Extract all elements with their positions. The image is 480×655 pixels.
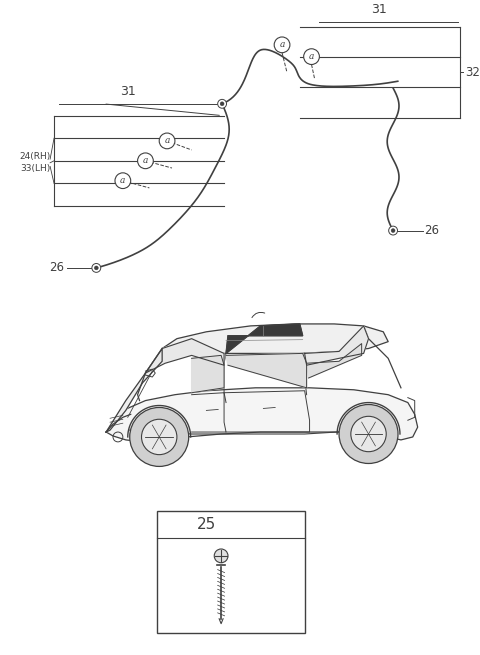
Circle shape [351, 417, 386, 452]
Circle shape [92, 263, 101, 272]
Circle shape [220, 102, 224, 105]
Polygon shape [162, 324, 388, 354]
Text: a: a [309, 52, 314, 61]
Text: 31: 31 [372, 3, 387, 16]
Text: a: a [164, 136, 170, 145]
Text: 26: 26 [49, 261, 64, 274]
Circle shape [115, 173, 131, 189]
Text: 25: 25 [196, 517, 216, 532]
Circle shape [274, 37, 290, 52]
Polygon shape [192, 356, 224, 393]
Text: a: a [143, 157, 148, 165]
Polygon shape [226, 354, 307, 388]
Polygon shape [226, 324, 303, 354]
Polygon shape [307, 344, 361, 378]
Circle shape [95, 266, 98, 270]
Circle shape [214, 549, 228, 563]
Circle shape [142, 419, 177, 455]
Text: 24(RH)
33(LH): 24(RH) 33(LH) [19, 153, 50, 173]
Circle shape [130, 407, 189, 466]
Circle shape [339, 405, 398, 464]
Circle shape [217, 100, 227, 108]
Polygon shape [106, 388, 418, 442]
Text: 32: 32 [465, 66, 480, 79]
Circle shape [159, 133, 175, 149]
Polygon shape [106, 348, 162, 432]
Text: a: a [279, 41, 285, 49]
Circle shape [391, 229, 395, 233]
Polygon shape [145, 339, 224, 373]
FancyBboxPatch shape [157, 511, 305, 633]
Circle shape [304, 48, 319, 64]
Text: 31: 31 [120, 85, 136, 98]
Polygon shape [305, 326, 369, 365]
Text: 26: 26 [424, 224, 440, 237]
Circle shape [389, 226, 397, 235]
Text: a: a [172, 520, 178, 529]
Circle shape [167, 517, 183, 533]
Circle shape [138, 153, 153, 168]
Text: a: a [120, 176, 126, 185]
